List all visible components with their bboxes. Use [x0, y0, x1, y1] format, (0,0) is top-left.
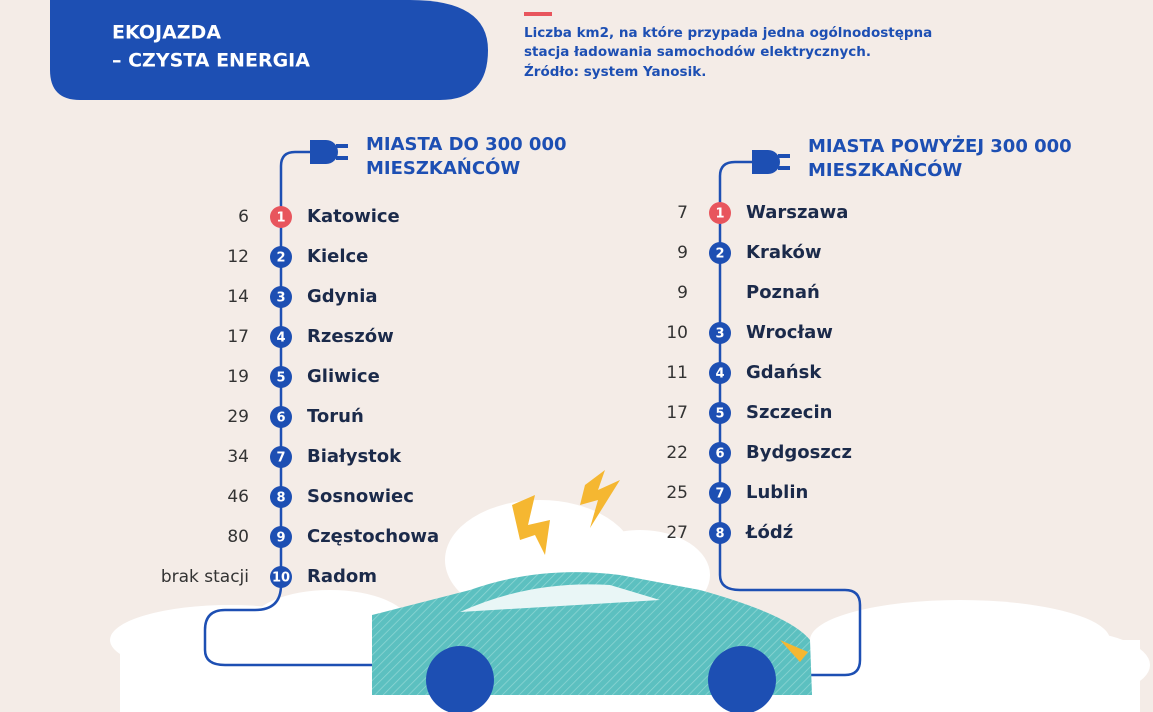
km2-value: 12 [227, 247, 249, 267]
rank-number: 3 [276, 291, 285, 306]
group-heading: MIESZKAŃCÓW [366, 157, 520, 179]
rank-badge [270, 406, 292, 428]
rank-badge [270, 206, 292, 228]
km2-value: 10 [666, 323, 688, 343]
rank-number: 1 [276, 211, 285, 226]
city-name: Poznań [746, 282, 820, 303]
plug-icon [752, 150, 790, 174]
km2-value: 25 [666, 483, 688, 503]
km2-value: 22 [666, 443, 688, 463]
km2-value: 7 [677, 203, 688, 223]
rank-badge [709, 242, 731, 264]
city-name: Kielce [307, 246, 368, 267]
city-name: Częstochowa [307, 526, 439, 547]
rank-number: 9 [276, 531, 285, 546]
city-name: Szczecin [746, 402, 832, 423]
rank-badge [270, 366, 292, 388]
rank-badge [709, 442, 731, 464]
car-light [780, 640, 808, 662]
car-wheel [426, 646, 494, 712]
rank-badge [709, 362, 731, 384]
city-name: Toruń [307, 406, 364, 427]
city-name: Lublin [746, 482, 808, 503]
group-heading: MIASTA DO 300 000 [366, 134, 567, 155]
rank-badge [709, 522, 731, 544]
city-name: Gdynia [307, 286, 378, 307]
rank-number: 1 [715, 207, 724, 222]
rank-number: 7 [715, 487, 724, 502]
rank-badge [270, 446, 292, 468]
title-line: EKOJAZDA [112, 22, 221, 44]
rank-number: 8 [715, 527, 724, 542]
km2-value: 19 [227, 367, 249, 387]
group-heading: MIESZKAŃCÓW [808, 159, 962, 181]
city-name: Sosnowiec [307, 486, 414, 507]
city-name: Bydgoszcz [746, 442, 852, 463]
city-name: Kraków [746, 242, 821, 263]
group-heading: MIASTA POWYŻEJ 300 000 [808, 135, 1072, 157]
city-name: Katowice [307, 206, 400, 227]
rank-number: 5 [276, 371, 285, 386]
car-window [460, 584, 660, 612]
rank-badge [270, 286, 292, 308]
city-name: Warszawa [746, 202, 848, 223]
km2-value: 9 [677, 243, 688, 263]
rank-number: 8 [276, 491, 285, 506]
rank-badge [270, 526, 292, 548]
city-name: Wrocław [746, 322, 833, 343]
rank-number: 7 [276, 451, 285, 466]
lightning [512, 470, 620, 555]
km2-value: 11 [666, 363, 688, 383]
city-name: Gdańsk [746, 362, 822, 383]
note-line: Źródło: system Yanosik. [524, 62, 706, 80]
rank-badge [709, 322, 731, 344]
rank-badge [709, 482, 731, 504]
rank-number: 10 [272, 571, 290, 586]
rank-badge [709, 402, 731, 424]
note-line: Liczba km2, na które przypada jedna ogól… [524, 25, 932, 41]
km2-value: 6 [238, 207, 249, 227]
km2-value: 27 [666, 523, 688, 543]
km2-value: 34 [227, 447, 249, 467]
rank-number: 2 [715, 247, 724, 262]
rank-number: 6 [276, 411, 285, 426]
km2-value: 46 [227, 487, 249, 507]
city-name: Rzeszów [307, 326, 394, 347]
km2-value: brak stacji [161, 567, 249, 587]
car-wheel [708, 646, 776, 712]
title-line: – CZYSTA ENERGIA [112, 50, 310, 72]
km2-value: 80 [227, 527, 249, 547]
city-name: Łódź [745, 522, 793, 543]
km2-value: 17 [666, 403, 688, 423]
city-name: Białystok [307, 446, 402, 467]
cable [203, 150, 380, 667]
km2-value: 14 [227, 287, 249, 307]
rank-badge [270, 326, 292, 348]
rank-number: 4 [276, 331, 285, 346]
city-name: Radom [307, 566, 377, 587]
rank-number: 4 [715, 367, 724, 382]
title-banner [50, 0, 488, 100]
km2-value: 17 [227, 327, 249, 347]
km2-value: 9 [677, 283, 688, 303]
km2-value: 29 [227, 407, 249, 427]
cable [718, 160, 862, 677]
rank-number: 5 [715, 407, 724, 422]
rank-number: 2 [276, 251, 285, 266]
rank-number: 3 [715, 327, 724, 342]
rank-badge [709, 202, 731, 224]
rank-badge [270, 246, 292, 268]
city-name: Gliwice [307, 366, 380, 387]
plug-icon [310, 140, 348, 164]
rank-badge [270, 486, 292, 508]
note-line: stacja ładowania samochodów elektrycznyc… [524, 44, 871, 60]
accent-dash [524, 12, 552, 16]
rank-badge [270, 566, 292, 588]
rank-number: 6 [715, 447, 724, 462]
